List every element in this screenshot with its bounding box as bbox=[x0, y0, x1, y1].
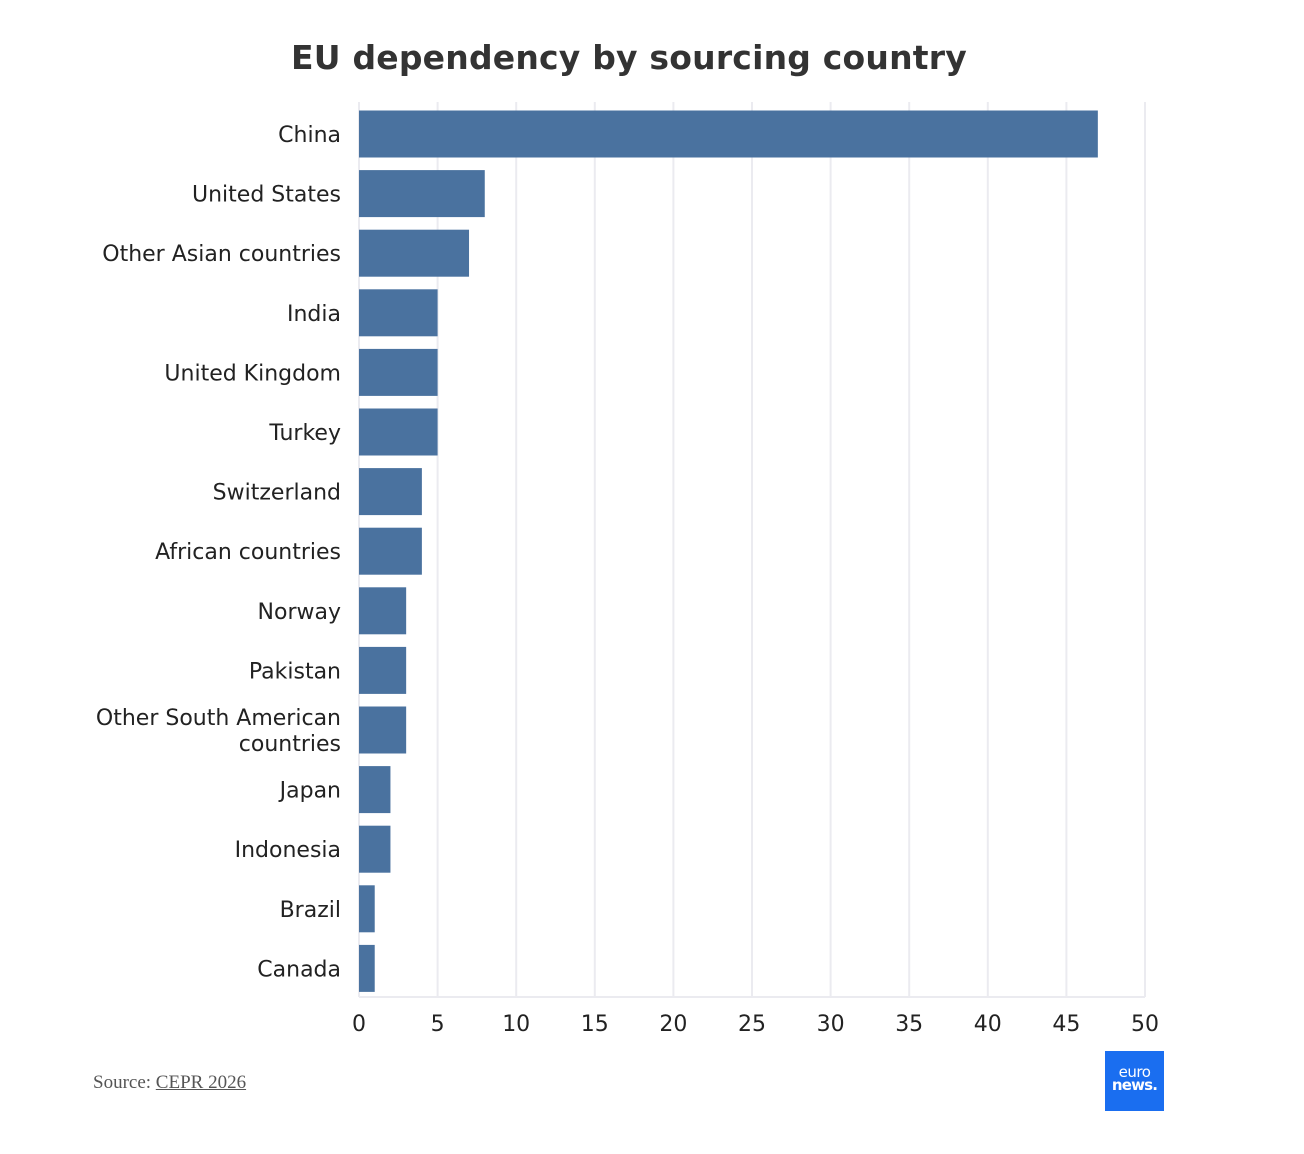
x-tick-label-10: 10 bbox=[502, 1012, 530, 1037]
x-tick-label-25: 25 bbox=[738, 1012, 766, 1037]
category-label-india: India bbox=[287, 302, 341, 327]
source-note: Source: CEPR 2026 bbox=[93, 1072, 246, 1094]
category-label-indonesia: Indonesia bbox=[235, 838, 341, 863]
bar-united-kingdom bbox=[359, 348, 438, 396]
chart-title: EU dependency by sourcing country bbox=[291, 38, 967, 77]
bar-african-countries bbox=[359, 527, 422, 575]
bar-other-south-american-countries bbox=[359, 706, 407, 754]
bar-norway bbox=[359, 587, 407, 635]
source-prefix: Source: bbox=[93, 1072, 156, 1093]
category-label-turkey: Turkey bbox=[268, 421, 341, 446]
bar-canada bbox=[359, 944, 375, 992]
category-labels: China United States Other Asian countries I… bbox=[96, 123, 341, 982]
category-label-norway: Norway bbox=[258, 600, 341, 625]
category-label-japan: Japan bbox=[278, 779, 341, 804]
bar-indonesia bbox=[359, 825, 391, 873]
category-label-brazil: Brazil bbox=[280, 898, 341, 923]
bars bbox=[359, 110, 1098, 992]
bar-other-asian-countries bbox=[359, 229, 470, 277]
source-link[interactable]: CEPR 2026 bbox=[155, 1072, 247, 1093]
x-tick-label-50: 50 bbox=[1131, 1012, 1159, 1037]
x-tick-label-15: 15 bbox=[581, 1012, 609, 1037]
euronews-logo: euro news. bbox=[1105, 1051, 1164, 1111]
x-tick-label-30: 30 bbox=[817, 1012, 845, 1037]
category-label-canada: Canada bbox=[257, 957, 341, 982]
x-tick-label-20: 20 bbox=[659, 1012, 687, 1037]
category-label-other-asian-countries: Other Asian countries bbox=[102, 242, 341, 267]
x-axis-ticks: 0 5 10 15 20 25 30 35 40 45 50 bbox=[352, 1012, 1159, 1037]
bar-switzerland bbox=[359, 468, 422, 516]
category-label-united-states: United States bbox=[192, 183, 341, 208]
category-label-pakistan: Pakistan bbox=[249, 659, 341, 684]
gridlines bbox=[358, 102, 1146, 998]
x-tick-label-35: 35 bbox=[895, 1012, 923, 1037]
category-label-other-south-american-countries: Other South American countries bbox=[96, 706, 341, 757]
x-tick-label-45: 45 bbox=[1052, 1012, 1080, 1037]
logo-line1: euro bbox=[1118, 1063, 1151, 1081]
bar-pakistan bbox=[359, 646, 407, 694]
category-label-switzerland: Switzerland bbox=[213, 481, 341, 506]
bar-japan bbox=[359, 766, 391, 814]
x-tick-label-5: 5 bbox=[431, 1012, 445, 1037]
category-label-united-kingdom: United Kingdom bbox=[164, 361, 341, 386]
bar-india bbox=[359, 289, 438, 337]
bar-turkey bbox=[359, 408, 438, 456]
category-label-china: China bbox=[278, 123, 341, 148]
bar-united-states bbox=[359, 170, 485, 218]
logo-line2: news. bbox=[1111, 1076, 1158, 1094]
x-tick-label-40: 40 bbox=[974, 1012, 1002, 1037]
bar-brazil bbox=[359, 885, 375, 933]
x-tick-label-0: 0 bbox=[352, 1012, 366, 1037]
bar-china bbox=[359, 110, 1098, 158]
category-label-african-countries: African countries bbox=[155, 540, 341, 565]
